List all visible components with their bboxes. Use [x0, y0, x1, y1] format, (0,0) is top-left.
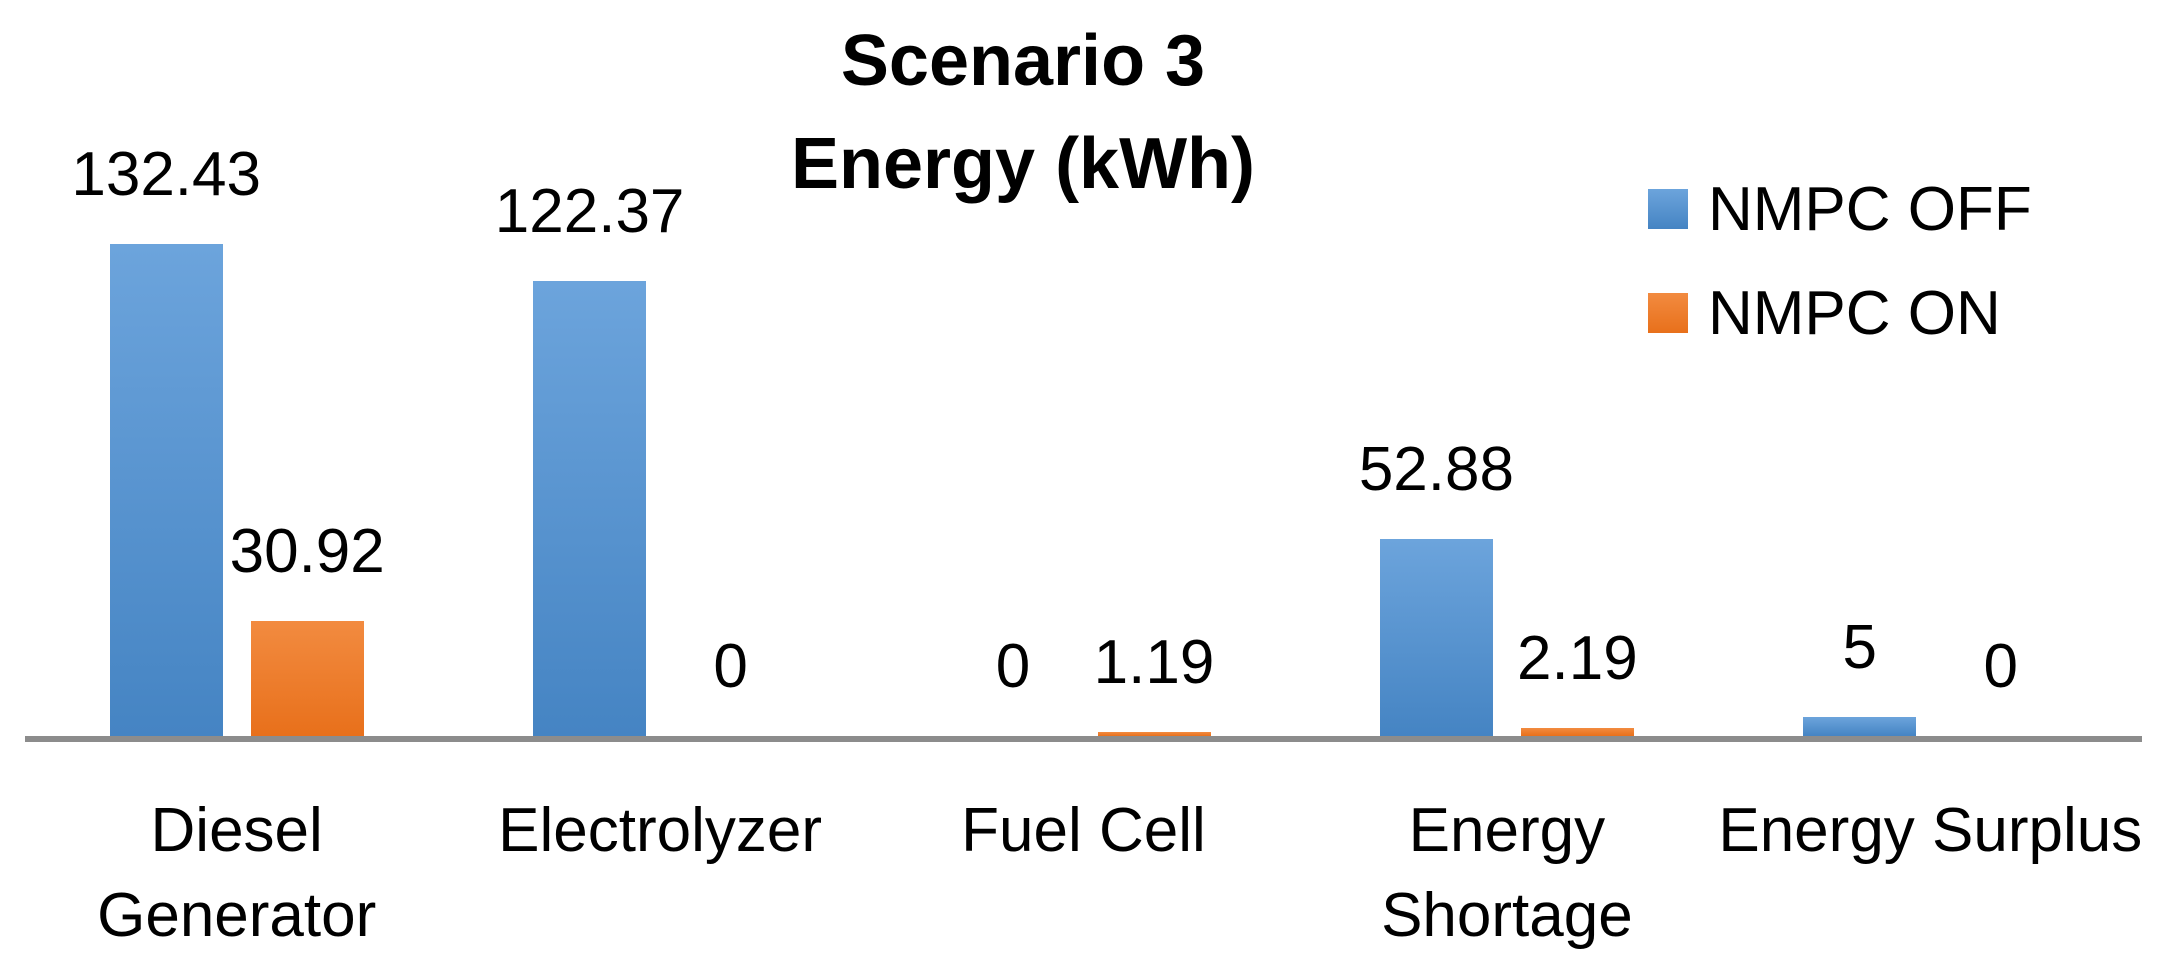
chart-title: Scenario 3 Energy (kWh) — [791, 10, 1255, 216]
chart-title-line1: Scenario 3 — [840, 21, 1206, 101]
bar-nmpc-off-diesel-generator — [109, 243, 223, 736]
data-label-nmpc-off-electrolyzer: 122.37 — [494, 177, 685, 247]
data-label-nmpc-off-fuel-cell: 0 — [995, 632, 1031, 701]
legend-swatch-nmpc-off — [1648, 189, 1688, 229]
data-label-nmpc-off-energy-surplus: 5 — [1842, 613, 1878, 683]
data-label-nmpc-off-energy-shortage: 52.88 — [1358, 435, 1514, 505]
bar-nmpc-on-energy-shortage — [1520, 727, 1634, 736]
x-axis-label-diesel-generator: Diesel Generator — [97, 796, 377, 950]
x-axis-label-electrolyzer: Electrolyzer — [498, 796, 823, 865]
chart-title-line2: Energy (kWh) — [790, 124, 1256, 204]
bar-nmpc-off-energy-surplus — [1803, 717, 1917, 736]
legend-item-nmpc-on: NMPC ON — [1648, 279, 2032, 348]
x-axis-label-energy-shortage: Energy Shortage — [1381, 796, 1633, 950]
x-axis-label-fuel-cell: Fuel Cell — [961, 796, 1206, 865]
legend-swatch-nmpc-on — [1648, 293, 1688, 333]
legend-item-nmpc-off: NMPC OFF — [1648, 175, 2032, 244]
bar-nmpc-off-energy-shortage — [1379, 539, 1493, 736]
legend-label-nmpc-off: NMPC OFF — [1708, 174, 2032, 244]
data-label-nmpc-off-diesel-generator: 132.43 — [71, 139, 262, 209]
data-label-nmpc-on-diesel-generator: 30.92 — [229, 517, 385, 587]
data-label-nmpc-on-fuel-cell: 1.19 — [1093, 627, 1215, 697]
x-axis-labels: Diesel Generator Electrolyzer Fuel Cell Ener… — [25, 788, 2142, 960]
x-axis-line — [25, 736, 2142, 742]
plot-area: 132.43 30.92 122.37 0 0 1.19 52.88 2.19 5 0 — [25, 0, 2142, 736]
data-label-nmpc-on-energy-shortage: 2.19 — [1517, 623, 1638, 693]
legend-label-nmpc-on: NMPC ON — [1708, 278, 2001, 348]
bar-nmpc-off-electrolyzer — [533, 281, 647, 736]
data-label-nmpc-on-electrolyzer: 0 — [713, 632, 748, 701]
bar-nmpc-on-diesel-generator — [250, 621, 364, 736]
bar-nmpc-on-fuel-cell — [1097, 731, 1211, 736]
x-axis-label-energy-surplus: Energy Surplus — [1718, 796, 2143, 865]
legend: NMPC OFF NMPC ON — [1648, 175, 2032, 396]
data-label-nmpc-on-energy-surplus: 0 — [1983, 632, 2019, 701]
